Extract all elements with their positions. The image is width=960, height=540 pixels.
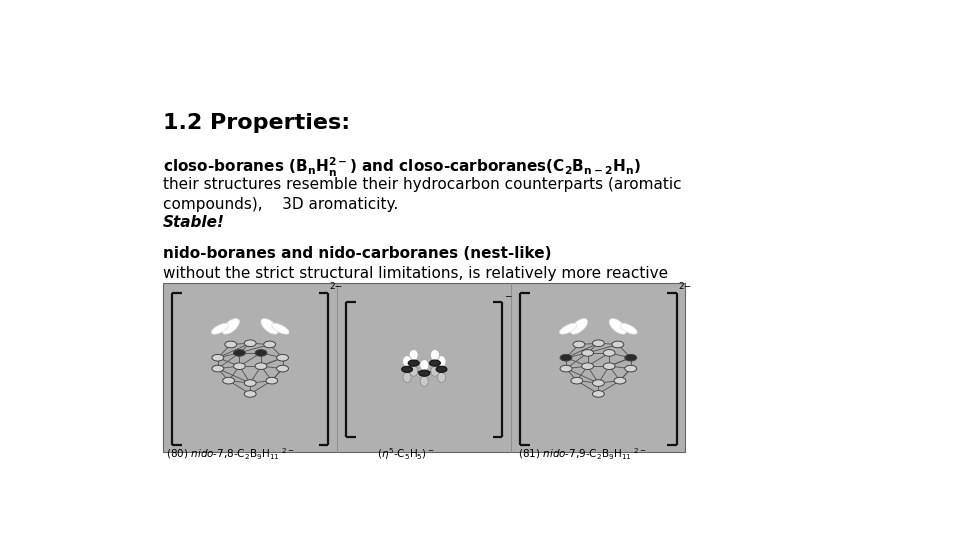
Text: (81) $\mathit{nido}$-7,9-$\mathrm{C_2B_9H_{11}}^{\ 2-}$: (81) $\mathit{nido}$-7,9-$\mathrm{C_2B_9… (518, 447, 647, 462)
Circle shape (625, 365, 636, 372)
Circle shape (603, 363, 615, 369)
Ellipse shape (211, 323, 228, 334)
Ellipse shape (610, 319, 627, 334)
Circle shape (244, 340, 256, 347)
Ellipse shape (430, 349, 440, 361)
Circle shape (582, 349, 593, 356)
Circle shape (408, 360, 420, 366)
Circle shape (592, 380, 605, 387)
Circle shape (255, 349, 267, 356)
Circle shape (401, 366, 413, 373)
Ellipse shape (431, 366, 439, 376)
Ellipse shape (272, 323, 289, 334)
Circle shape (233, 363, 246, 369)
Ellipse shape (438, 373, 445, 382)
Text: 2−: 2− (678, 282, 691, 292)
Circle shape (266, 377, 277, 384)
Circle shape (436, 366, 447, 373)
Text: 1.2 Properties:: 1.2 Properties: (163, 113, 350, 133)
Text: compounds),    3D aromaticity.: compounds), 3D aromaticity. (163, 197, 398, 212)
Circle shape (614, 377, 626, 384)
Circle shape (560, 365, 572, 372)
Circle shape (571, 377, 583, 384)
Circle shape (429, 360, 441, 366)
Text: (80) $\mathit{nido}$-7,8-$\mathrm{C_2B_9H_{11}}^{\ 2-}$: (80) $\mathit{nido}$-7,8-$\mathrm{C_2B_9… (166, 447, 295, 462)
Circle shape (276, 354, 289, 361)
Ellipse shape (560, 323, 577, 334)
Ellipse shape (402, 356, 412, 367)
Text: −: − (504, 291, 512, 300)
Circle shape (223, 377, 234, 384)
Circle shape (592, 340, 605, 347)
Circle shape (212, 354, 224, 361)
Circle shape (582, 363, 593, 369)
Circle shape (573, 341, 585, 348)
Ellipse shape (403, 373, 411, 382)
Circle shape (212, 365, 224, 372)
Text: Stable!: Stable! (163, 215, 226, 231)
Circle shape (625, 354, 636, 361)
Ellipse shape (420, 360, 429, 370)
Text: 2−: 2− (330, 282, 343, 292)
Circle shape (244, 380, 256, 387)
Circle shape (244, 390, 256, 397)
Circle shape (225, 341, 237, 348)
Circle shape (592, 390, 605, 397)
Text: nido-boranes and nido-carboranes (nest-like): nido-boranes and nido-carboranes (nest-l… (163, 246, 552, 261)
Circle shape (264, 341, 276, 348)
Ellipse shape (409, 349, 419, 361)
Circle shape (603, 349, 615, 356)
Circle shape (560, 354, 572, 361)
Circle shape (419, 370, 430, 376)
Circle shape (255, 363, 267, 369)
Circle shape (612, 341, 624, 348)
Text: without the strict structural limitations, is relatively more reactive: without the strict structural limitation… (163, 266, 668, 281)
Ellipse shape (570, 319, 588, 334)
Ellipse shape (437, 356, 446, 367)
Ellipse shape (620, 323, 637, 334)
Text: closo-boranes ($\mathbf{B_nH_n^{2-}}$) and closo-carboranes($\mathbf{C_2B_{n-2}H: closo-boranes ($\mathbf{B_nH_n^{2-}}$) a… (163, 156, 641, 179)
Circle shape (233, 349, 246, 356)
Text: ($\eta^5$-$\mathrm{C_5H_5}$)$^-$: ($\eta^5$-$\mathrm{C_5H_5}$)$^-$ (376, 446, 435, 462)
Circle shape (276, 365, 289, 372)
Ellipse shape (410, 366, 418, 376)
Ellipse shape (420, 376, 428, 386)
FancyBboxPatch shape (163, 283, 685, 453)
Ellipse shape (222, 319, 239, 334)
Ellipse shape (261, 319, 278, 334)
Text: their structures resemble their hydrocarbon counterparts (aromatic: their structures resemble their hydrocar… (163, 177, 682, 192)
